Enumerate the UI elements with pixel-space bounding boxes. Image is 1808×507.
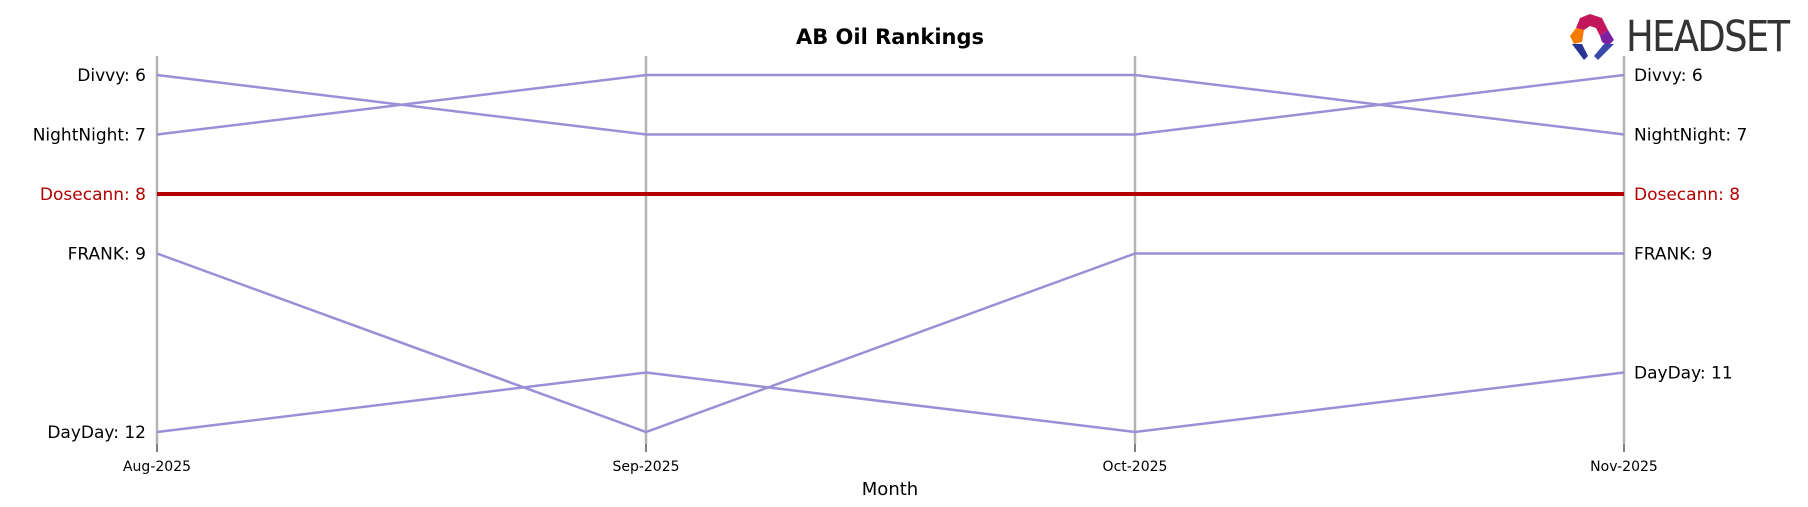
left-rank-label-3: FRANK: 9	[68, 245, 146, 265]
rank-line-1	[156, 73, 1625, 136]
left-rank-label-0: Divvy: 6	[77, 66, 146, 86]
rank-line-3	[156, 252, 1624, 434]
left-rank-label-4: DayDay: 12	[47, 423, 146, 443]
rank-line-0	[156, 73, 1625, 136]
chart-title: AB Oil Rankings	[796, 25, 984, 49]
right-rank-label-4: DayDay: 11	[1634, 364, 1733, 384]
rank-line-4	[156, 371, 1625, 434]
right-rank-label-0: Divvy: 6	[1634, 66, 1703, 86]
right-rank-label-2: Dosecann: 8	[1634, 185, 1740, 205]
x-tick-label-0: Aug-2025	[123, 459, 191, 475]
x-tick-label-1: Sep-2025	[612, 459, 679, 475]
x-axis-label: Month	[862, 479, 918, 500]
headset-logo-icon	[1570, 14, 1614, 60]
headset-logo: HEADSET	[1568, 12, 1800, 62]
right-rank-label-3: FRANK: 9	[1634, 245, 1712, 265]
logo-wordmark: HEADSET	[1626, 12, 1790, 62]
left-rank-label-1: NightNight: 7	[33, 126, 146, 146]
x-tick-label-3: Nov-2025	[1590, 459, 1658, 475]
right-rank-label-1: NightNight: 7	[1634, 126, 1747, 146]
left-rank-label-2: Dosecann: 8	[40, 185, 146, 205]
x-tick-label-2: Oct-2025	[1103, 459, 1168, 475]
